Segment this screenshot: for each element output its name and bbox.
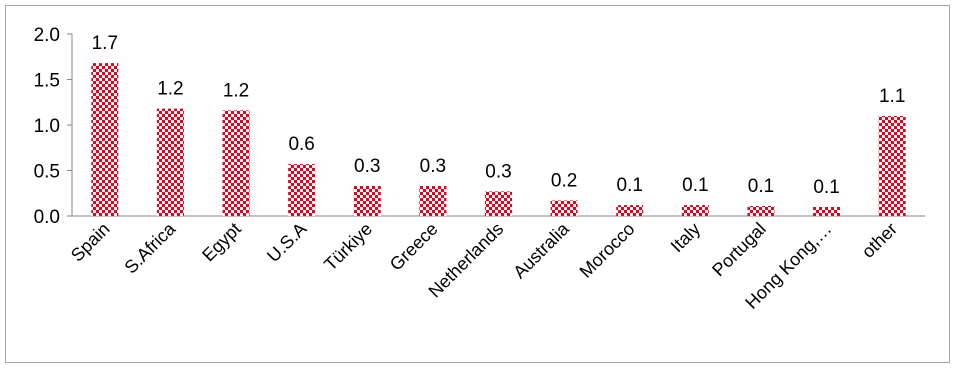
bar-morocco [616,205,644,216]
data-label: 0.1 [617,175,643,196]
y-tick-label: 0.5 [34,162,60,183]
y-tick-label: 0.0 [34,207,60,228]
bar-s-africa [156,108,184,216]
bar-portugal [747,205,775,216]
data-label: 0.3 [354,156,380,177]
bar-u-s-a [288,164,316,216]
x-category-label: S.Africa [121,218,180,277]
bar-hong-kong [813,206,841,216]
y-tick-label: 1.0 [34,116,60,137]
bar-t-rkiye [353,185,381,216]
data-label: 0.2 [551,171,577,192]
bar-other [878,115,906,216]
y-tick-label: 1.5 [34,71,60,92]
x-category-label: Egypt [198,219,245,266]
bar-australia [550,200,578,216]
x-category-label: U.S.A [263,219,310,266]
data-label: 0.3 [420,156,446,177]
x-category-label: other [858,219,901,262]
data-label: 1.1 [879,86,905,107]
x-category-label: Portugal [708,219,770,281]
data-label: 0.1 [682,175,708,196]
data-label: 1.2 [157,79,183,100]
bar-italy [681,205,709,216]
x-category-label: Türkiye [320,219,376,275]
data-label: 0.1 [748,176,774,197]
bar-greece [419,185,447,216]
x-category-label: Australia [509,218,573,282]
bar-netherlands [485,191,512,216]
x-category-label: Greece [386,219,442,275]
y-tick-label: 2.0 [34,25,60,46]
x-category-label: Morocco [576,219,639,282]
bar-spain [91,63,119,217]
data-label: 0.6 [288,134,314,155]
x-category-label: Italy [667,219,704,256]
data-label: 0.3 [485,161,511,182]
bar-egypt [222,110,250,216]
x-category-label: Spain [67,219,114,266]
data-label: 0.1 [813,177,839,198]
data-label: 1.7 [92,33,118,54]
data-label: 1.2 [223,80,249,101]
